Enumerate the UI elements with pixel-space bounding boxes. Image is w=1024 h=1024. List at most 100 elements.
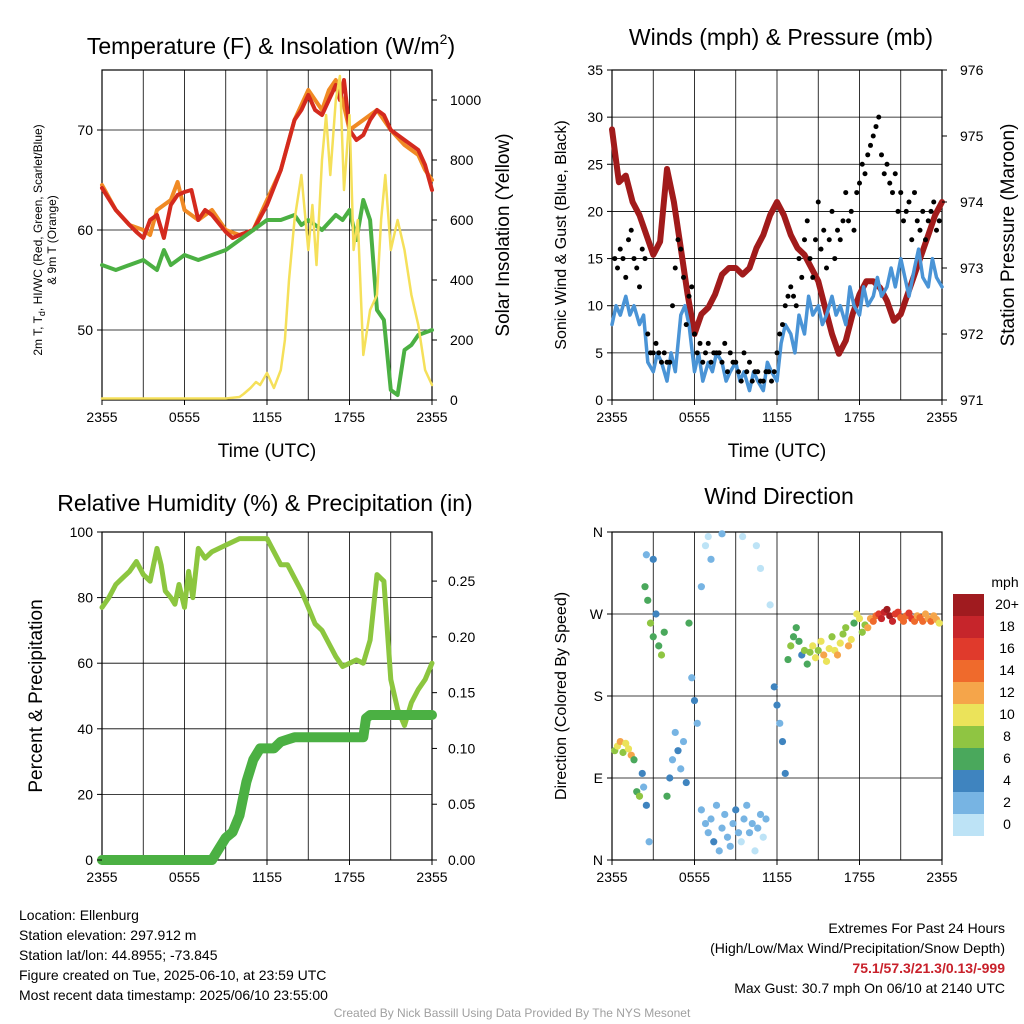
gust-point <box>678 246 684 252</box>
y2-tick-label: 975 <box>960 128 984 144</box>
gust-point <box>804 218 810 224</box>
direction-point <box>685 619 693 627</box>
direction-point <box>682 778 690 787</box>
x-tick-label: 2355 <box>596 869 627 885</box>
colorbar-swatch <box>953 792 984 814</box>
chart-title: Winds (mph) & Pressure (mb) <box>629 24 933 50</box>
chart-title: Relative Humidity (%) & Precipitation (i… <box>57 490 472 516</box>
gust-point <box>936 218 942 224</box>
x-axis-label: Time (UTC) <box>728 441 827 462</box>
direction-point <box>883 605 891 614</box>
gust-point <box>653 340 659 346</box>
y-tick-label: 20 <box>77 786 93 802</box>
x-tick-label: 1155 <box>252 409 282 425</box>
y-tick-label: W <box>590 606 604 622</box>
y2-tick-label: 800 <box>450 152 474 168</box>
gust-point <box>898 190 904 196</box>
y2-tick-label: 0.10 <box>448 740 475 756</box>
chart-title: Temperature (F) & Insolation (W/m2) <box>87 31 455 59</box>
colorbar-label: 20+ <box>995 596 1019 612</box>
direction-point <box>809 642 817 650</box>
direction-point <box>646 619 655 627</box>
direction-point <box>792 624 800 632</box>
station-info: Location: Ellenburg Station elevation: 2… <box>19 905 328 1005</box>
colorbar-label: 12 <box>999 684 1015 700</box>
gust-point <box>895 208 901 214</box>
y2-tick-label: 400 <box>450 272 474 288</box>
extremes-info: Extremes For Past 24 Hours (High/Low/Max… <box>710 918 1005 998</box>
series-temp2m <box>100 78 434 240</box>
y-axis-label: Sonic Wind & Gust (Blue, Black) <box>553 120 570 349</box>
extremes-title: Extremes For Past 24 Hours <box>828 920 1005 936</box>
latlon-text: Station lat/lon: 44.8955; -73.845 <box>19 947 218 963</box>
y2-tick-label: 0 <box>450 392 458 408</box>
gust-point <box>829 208 835 214</box>
y-tick-label: 60 <box>77 655 93 671</box>
gust-point <box>837 237 843 243</box>
direction-point <box>839 630 847 638</box>
gust-point <box>634 265 640 271</box>
colorbar-label: 0 <box>1003 816 1011 832</box>
x-tick-label: 0555 <box>679 869 710 885</box>
gust-point <box>912 190 917 196</box>
direction-point <box>666 774 674 782</box>
gust-point <box>782 303 788 309</box>
y2-tick-label: 1000 <box>450 92 481 108</box>
y-tick-label: N <box>593 852 603 868</box>
direction-point <box>668 756 677 764</box>
x-tick-label: 2355 <box>596 409 627 425</box>
direction-point <box>820 651 828 659</box>
gust-point <box>840 218 846 224</box>
gust-point <box>832 256 838 262</box>
direction-point <box>704 532 712 541</box>
series-pressure <box>609 126 945 357</box>
gust-point <box>675 237 681 243</box>
gust-point <box>642 256 648 262</box>
direction-point <box>718 824 726 832</box>
y-axis-label: Percent & Precipitation <box>26 599 47 792</box>
gust-point <box>859 161 865 167</box>
direction-point <box>644 596 652 604</box>
direction-point <box>811 654 820 662</box>
direction-point <box>778 737 787 746</box>
gust-point <box>639 246 645 252</box>
x-tick-label: 1755 <box>334 409 365 425</box>
direction-point <box>842 624 850 632</box>
direction-point <box>690 696 699 705</box>
y2-tick-label: 0.00 <box>448 852 475 868</box>
direction-point <box>776 719 784 727</box>
direction-point <box>649 555 657 563</box>
gust-point <box>810 274 816 280</box>
direction-point <box>899 617 908 625</box>
panel-temperature: 2355 0555 1155 1755 2355 50 60 70 0 200 400 600 800 1… <box>31 31 514 462</box>
gust-point <box>857 180 862 186</box>
extremes-values: 75.1/57.3/21.3/0.13/-999 <box>852 960 1005 976</box>
direction-point <box>640 783 648 791</box>
y2-tick-label: 0.15 <box>448 685 475 701</box>
gust-point <box>617 246 623 252</box>
gust-point <box>661 350 667 356</box>
gust-point <box>681 274 686 280</box>
direction-point <box>847 635 855 644</box>
direction-point <box>701 542 710 550</box>
direction-point <box>701 819 710 828</box>
x-tick-label: 1155 <box>252 869 282 885</box>
direction-point <box>707 555 715 563</box>
x-tick-label: 0555 <box>679 409 710 425</box>
wind-direction-points <box>611 530 943 855</box>
y2-tick-label: 974 <box>960 194 984 210</box>
gust-point <box>766 369 772 375</box>
direction-point <box>649 633 657 641</box>
gust-point <box>931 199 937 205</box>
gust-point <box>628 227 634 233</box>
gust-point <box>689 284 695 290</box>
series-precip <box>97 710 437 865</box>
x-axis-label: Time (UTC) <box>218 441 317 462</box>
direction-point <box>787 642 795 650</box>
x-tick-label: 1155 <box>762 869 792 885</box>
colorbar-swatch <box>953 726 984 748</box>
gust-point <box>612 256 618 262</box>
x-tick-label: 1755 <box>844 869 875 885</box>
colorbar-swatch <box>953 814 984 836</box>
gust-point <box>620 256 626 262</box>
